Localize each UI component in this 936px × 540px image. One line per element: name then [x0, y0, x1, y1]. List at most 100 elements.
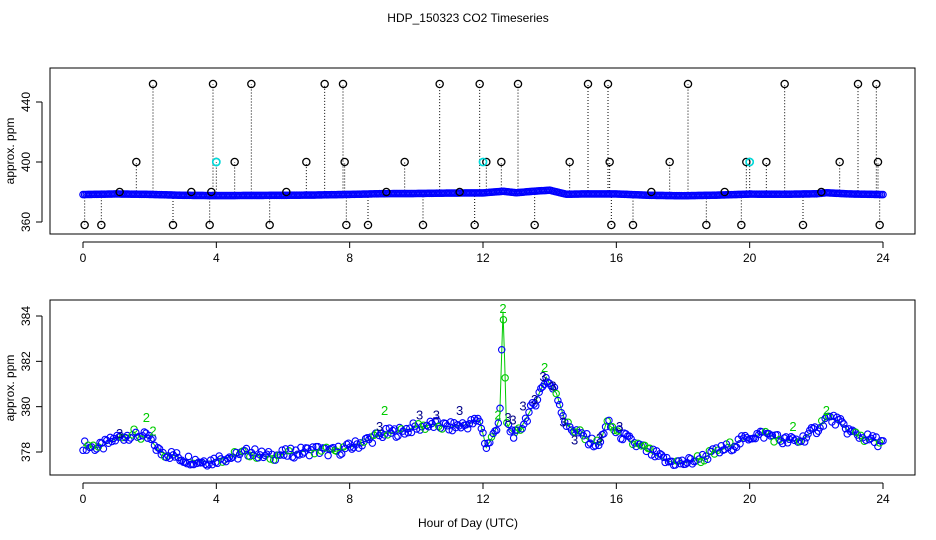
series-point — [283, 452, 292, 460]
spike-point — [475, 79, 484, 89]
series-point — [797, 437, 806, 445]
series-point — [276, 451, 285, 459]
y-tick-label: 400 — [19, 152, 33, 172]
series-point — [394, 432, 402, 440]
series-point — [389, 426, 397, 435]
series-point — [600, 430, 608, 438]
series-point — [99, 444, 108, 453]
spike-point — [455, 187, 464, 197]
series-point — [465, 420, 474, 428]
series-point — [363, 434, 372, 442]
top-y-axis-label: approx. ppm — [3, 118, 17, 185]
series-point — [154, 443, 162, 452]
top-spike-points — [80, 79, 884, 230]
series-point — [477, 424, 486, 433]
series-point — [533, 396, 542, 404]
series-point — [613, 427, 622, 435]
spike-point — [230, 157, 239, 167]
top-axes: 0 4 8 12 16 20 24 360 400 440 — [19, 92, 890, 265]
series-point — [205, 460, 213, 468]
series-point — [271, 456, 280, 464]
text-marker: 3 — [504, 410, 511, 425]
spike-point — [470, 220, 479, 230]
x-axis-label: Hour of Day (UTC) — [418, 516, 518, 530]
series-point — [736, 440, 744, 448]
text-marker: 3 — [571, 433, 578, 448]
top-panel: 0 4 8 12 16 20 24 360 400 440 approx. ppm — [3, 67, 916, 265]
spike-point — [482, 157, 491, 167]
spike-point — [168, 220, 178, 230]
spike-point — [187, 187, 196, 197]
series-point — [514, 424, 523, 432]
series-point — [804, 430, 812, 438]
spike-point — [762, 157, 771, 167]
spike-point — [363, 220, 373, 230]
series-point — [659, 453, 668, 462]
series-point — [588, 434, 596, 443]
series-point — [494, 419, 503, 427]
series-point — [298, 450, 307, 458]
series-point — [309, 443, 317, 451]
series-point — [802, 434, 811, 442]
series-point — [234, 455, 242, 463]
spike-point — [115, 187, 124, 197]
y-tick-label: 382 — [19, 351, 33, 371]
series-point — [266, 455, 274, 463]
series-point — [218, 458, 227, 466]
series-point — [79, 446, 87, 455]
series-point — [518, 425, 526, 433]
spike-point — [132, 157, 141, 167]
series-point — [310, 449, 319, 458]
series-point — [860, 437, 869, 446]
x-tick-label: 8 — [346, 492, 353, 506]
series-point — [869, 432, 877, 440]
text-marker: 3 — [531, 392, 538, 407]
spike-point — [720, 187, 729, 197]
series-point — [610, 426, 618, 435]
series-point — [368, 439, 377, 447]
spike-point — [205, 220, 214, 230]
spike-point — [320, 79, 329, 89]
series-point — [358, 441, 366, 450]
series-point — [499, 315, 508, 324]
series-point — [554, 396, 562, 405]
series-point — [594, 441, 603, 450]
series-point — [106, 433, 114, 442]
series-point — [84, 441, 92, 450]
spike-point — [817, 187, 826, 197]
series-point — [353, 440, 361, 448]
spike-point — [873, 157, 883, 167]
spike-point — [607, 220, 616, 230]
series-point — [479, 429, 487, 437]
text-marker: 3 — [433, 408, 440, 423]
series-point — [608, 422, 617, 431]
series-point — [685, 454, 693, 462]
spike-point — [207, 187, 216, 197]
chart-title: HDP_150323 CO2 Timeseries — [387, 11, 548, 25]
series-point — [147, 435, 155, 444]
text-marker: 3 — [559, 415, 566, 430]
series-point — [400, 430, 409, 438]
series-point — [315, 449, 324, 458]
series-point — [407, 428, 416, 437]
spike-point — [80, 220, 89, 230]
y-tick-label: 384 — [19, 306, 33, 326]
series-point — [463, 424, 472, 433]
bottom-series-points — [79, 315, 887, 470]
x-tick-label: 0 — [80, 251, 87, 265]
series-point — [286, 444, 295, 453]
series-point — [80, 437, 89, 445]
spike-point — [148, 79, 158, 89]
spike-point — [780, 79, 789, 89]
x-tick-label: 4 — [213, 251, 220, 265]
spike-point — [737, 220, 746, 230]
series-point — [482, 444, 491, 453]
cyan-point — [745, 157, 755, 167]
text-marker: 2 — [499, 301, 506, 316]
series-point — [596, 438, 605, 446]
series-point — [525, 408, 533, 416]
x-tick-label: 24 — [876, 251, 890, 265]
spike-point — [513, 79, 523, 89]
x-tick-label: 12 — [476, 492, 490, 506]
